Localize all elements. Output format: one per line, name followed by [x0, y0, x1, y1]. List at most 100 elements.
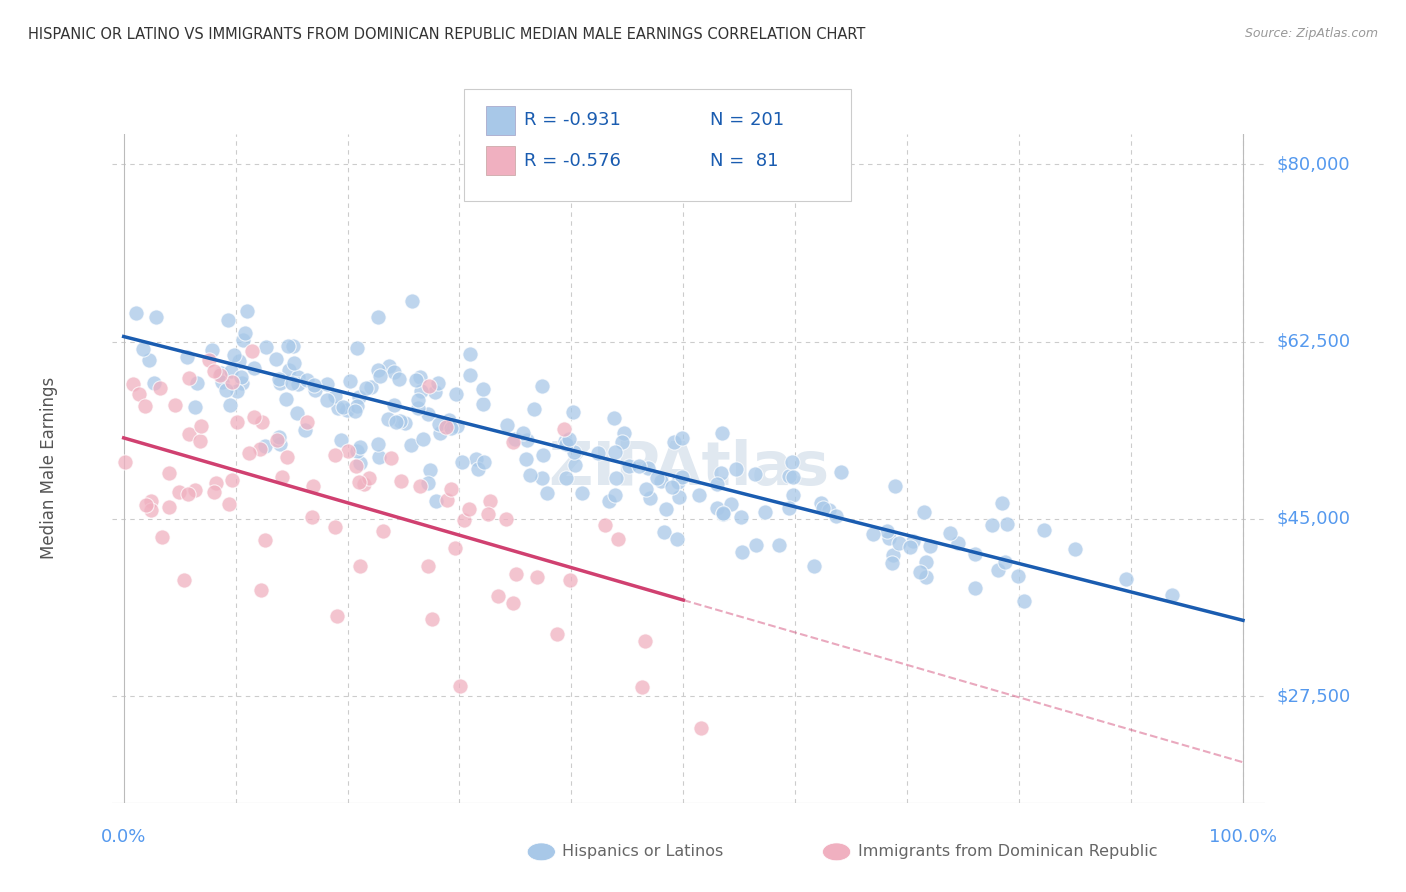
- Point: [471, 397, 494, 411]
- Text: N = 201: N = 201: [710, 112, 785, 129]
- Point: [226, 384, 249, 398]
- Point: [946, 536, 969, 550]
- Point: [603, 410, 626, 425]
- Point: [810, 496, 832, 510]
- Point: [627, 458, 650, 473]
- Point: [1033, 523, 1056, 537]
- Point: [562, 445, 585, 459]
- Point: [401, 294, 423, 309]
- Text: $80,000: $80,000: [1277, 155, 1350, 173]
- Point: [1064, 542, 1087, 557]
- Point: [607, 532, 630, 546]
- Point: [184, 401, 207, 415]
- Point: [148, 381, 170, 395]
- Point: [479, 494, 502, 508]
- Point: [221, 375, 243, 389]
- Point: [531, 448, 554, 462]
- Point: [887, 535, 910, 549]
- Point: [217, 313, 239, 327]
- Point: [250, 583, 273, 598]
- Point: [176, 350, 198, 364]
- Point: [229, 369, 252, 384]
- Point: [325, 448, 347, 462]
- Point: [367, 363, 389, 377]
- Point: [980, 518, 1002, 533]
- Text: R = -0.576: R = -0.576: [524, 152, 621, 169]
- Point: [427, 376, 450, 390]
- Text: $27,500: $27,500: [1277, 688, 1351, 706]
- Point: [638, 491, 661, 505]
- Point: [502, 435, 524, 450]
- Point: [269, 376, 291, 390]
- Point: [1007, 569, 1029, 583]
- Point: [418, 379, 440, 393]
- Point: [519, 468, 541, 483]
- Point: [671, 469, 693, 483]
- Point: [238, 446, 260, 460]
- Point: [995, 517, 1018, 532]
- Point: [876, 524, 898, 539]
- Point: [938, 526, 960, 541]
- Point: [495, 512, 517, 526]
- Point: [523, 401, 546, 416]
- Point: [347, 475, 370, 489]
- Point: [564, 458, 586, 473]
- Point: [780, 455, 803, 469]
- Point: [332, 400, 354, 414]
- Point: [301, 510, 323, 524]
- Point: [803, 559, 825, 574]
- Point: [271, 470, 294, 484]
- Point: [385, 415, 408, 429]
- Point: [253, 533, 276, 548]
- Point: [228, 354, 250, 368]
- Point: [987, 563, 1010, 577]
- Point: [429, 425, 451, 440]
- Point: [283, 356, 305, 370]
- Point: [394, 417, 416, 431]
- Point: [817, 503, 839, 517]
- Point: [495, 417, 517, 432]
- Point: [143, 376, 166, 390]
- Point: [436, 493, 458, 508]
- Point: [367, 436, 389, 450]
- Point: [782, 488, 804, 502]
- Point: [613, 426, 636, 441]
- Point: [650, 475, 672, 489]
- Point: [304, 383, 326, 397]
- Point: [754, 505, 776, 519]
- Point: [215, 383, 238, 397]
- Point: [706, 501, 728, 516]
- Point: [150, 530, 173, 544]
- Text: 100.0%: 100.0%: [1209, 828, 1277, 846]
- Point: [173, 573, 195, 587]
- Point: [157, 500, 180, 514]
- Point: [254, 439, 277, 453]
- Point: [266, 352, 288, 367]
- Point: [471, 382, 494, 396]
- Point: [880, 556, 903, 570]
- Point: [427, 417, 450, 432]
- Point: [531, 471, 554, 485]
- Point: [419, 463, 441, 477]
- Point: [778, 501, 800, 516]
- Point: [637, 461, 659, 475]
- Point: [349, 559, 371, 574]
- Point: [141, 502, 163, 516]
- Point: [418, 475, 440, 490]
- Point: [824, 509, 846, 524]
- Point: [883, 479, 905, 493]
- Point: [516, 433, 538, 447]
- Point: [208, 368, 231, 383]
- Point: [724, 461, 747, 475]
- Point: [440, 421, 463, 435]
- Point: [326, 609, 349, 624]
- Point: [605, 471, 627, 485]
- Point: [965, 547, 987, 561]
- Point: [914, 570, 936, 584]
- Point: [221, 474, 243, 488]
- Point: [382, 365, 405, 379]
- Point: [135, 498, 157, 512]
- Point: [167, 484, 190, 499]
- Point: [811, 500, 834, 515]
- Point: [409, 479, 432, 493]
